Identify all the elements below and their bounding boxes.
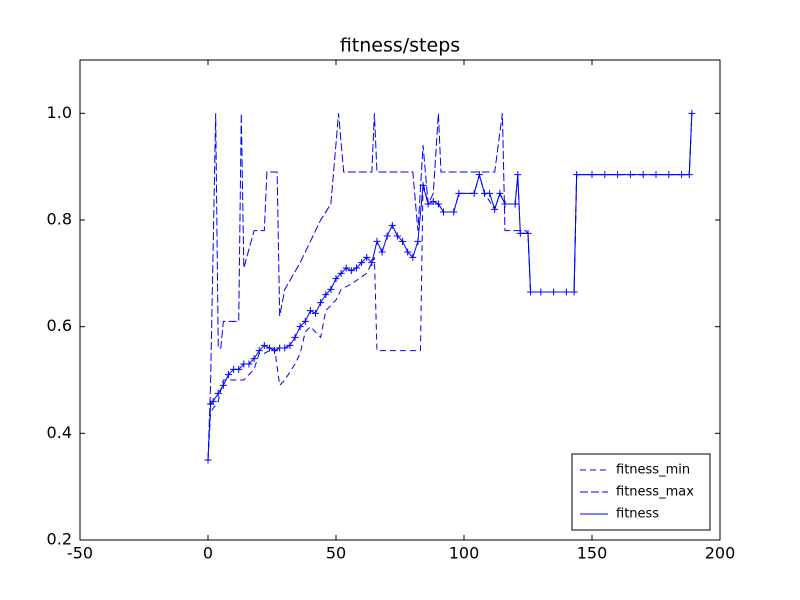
point-marker — [373, 237, 381, 245]
point-marker — [271, 347, 279, 355]
chart-title: fitness/steps — [340, 35, 460, 57]
point-marker — [204, 456, 212, 464]
axes-frame — [79, 59, 721, 541]
x-tick-label: 200 — [705, 544, 736, 563]
point-marker — [224, 371, 232, 379]
point-marker — [562, 288, 570, 296]
point-marker — [537, 288, 545, 296]
point-marker — [527, 288, 535, 296]
point-marker — [393, 232, 401, 240]
legend-label: fitness — [616, 507, 659, 522]
point-marker — [424, 200, 432, 208]
point-marker — [352, 264, 360, 272]
x-tick-label: -50 — [67, 544, 93, 563]
point-marker — [614, 171, 622, 179]
x-tick-label: 50 — [326, 544, 346, 563]
point-marker — [601, 171, 609, 179]
point-marker — [524, 229, 532, 237]
point-marker — [429, 197, 437, 205]
point-marker — [665, 171, 673, 179]
point-marker — [514, 171, 522, 179]
point-marker — [342, 264, 350, 272]
point-marker — [332, 275, 340, 283]
point-marker — [214, 389, 222, 397]
point-marker — [685, 171, 693, 179]
point-marker — [455, 189, 463, 197]
point-marker — [337, 269, 345, 277]
point-marker — [383, 232, 391, 240]
point-marker — [470, 189, 478, 197]
point-marker — [312, 309, 320, 317]
point-marker — [301, 317, 309, 325]
point-marker — [250, 355, 258, 363]
point-marker — [516, 229, 524, 237]
point-marker — [475, 171, 483, 179]
point-marker — [286, 341, 294, 349]
point-marker — [688, 109, 696, 117]
point-marker — [317, 299, 325, 307]
series-line — [207, 113, 693, 461]
point-marker — [306, 307, 314, 315]
point-marker — [678, 171, 686, 179]
point-marker — [378, 248, 386, 256]
point-marker — [440, 208, 448, 216]
point-marker — [570, 288, 578, 296]
y-tick-label: 1.0 — [47, 103, 72, 122]
x-tick-label: 0 — [203, 544, 213, 563]
series-line — [207, 113, 693, 461]
point-marker — [491, 205, 499, 213]
point-marker — [291, 333, 299, 341]
point-marker — [450, 208, 458, 216]
legend-label: fitness_min — [616, 463, 690, 478]
point-marker — [652, 171, 660, 179]
x-tick-label: 150 — [577, 544, 608, 563]
point-marker — [496, 189, 504, 197]
point-marker — [245, 360, 253, 368]
point-marker — [358, 259, 366, 267]
point-marker — [388, 221, 396, 229]
point-marker — [511, 200, 519, 208]
point-marker — [235, 365, 243, 373]
x-tick-label: 100 — [449, 544, 480, 563]
point-marker — [434, 200, 442, 208]
point-marker — [409, 253, 417, 261]
y-tick-label: 0.4 — [47, 423, 72, 442]
point-marker — [550, 288, 558, 296]
point-marker — [399, 237, 407, 245]
point-marker — [486, 189, 494, 197]
y-tick-label: 0.6 — [47, 316, 72, 335]
point-marker — [219, 381, 227, 389]
point-marker — [209, 397, 217, 405]
point-marker — [368, 259, 376, 267]
point-marker — [260, 341, 268, 349]
y-tick-label: 0.2 — [47, 530, 72, 549]
point-marker — [363, 253, 371, 261]
point-marker — [255, 347, 263, 355]
point-marker — [419, 181, 427, 189]
point-marker — [414, 237, 422, 245]
point-marker — [322, 291, 330, 299]
point-marker — [573, 171, 581, 179]
point-marker — [281, 344, 289, 352]
point-marker — [404, 248, 412, 256]
legend-label: fitness_max — [616, 485, 694, 500]
point-marker — [626, 171, 634, 179]
point-marker — [265, 344, 273, 352]
point-marker — [639, 171, 647, 179]
point-marker — [501, 200, 509, 208]
point-marker — [588, 171, 596, 179]
point-marker — [327, 285, 335, 293]
y-tick-label: 0.8 — [47, 210, 72, 229]
point-marker — [296, 323, 304, 331]
plot-area — [204, 109, 696, 464]
point-marker — [347, 267, 355, 275]
